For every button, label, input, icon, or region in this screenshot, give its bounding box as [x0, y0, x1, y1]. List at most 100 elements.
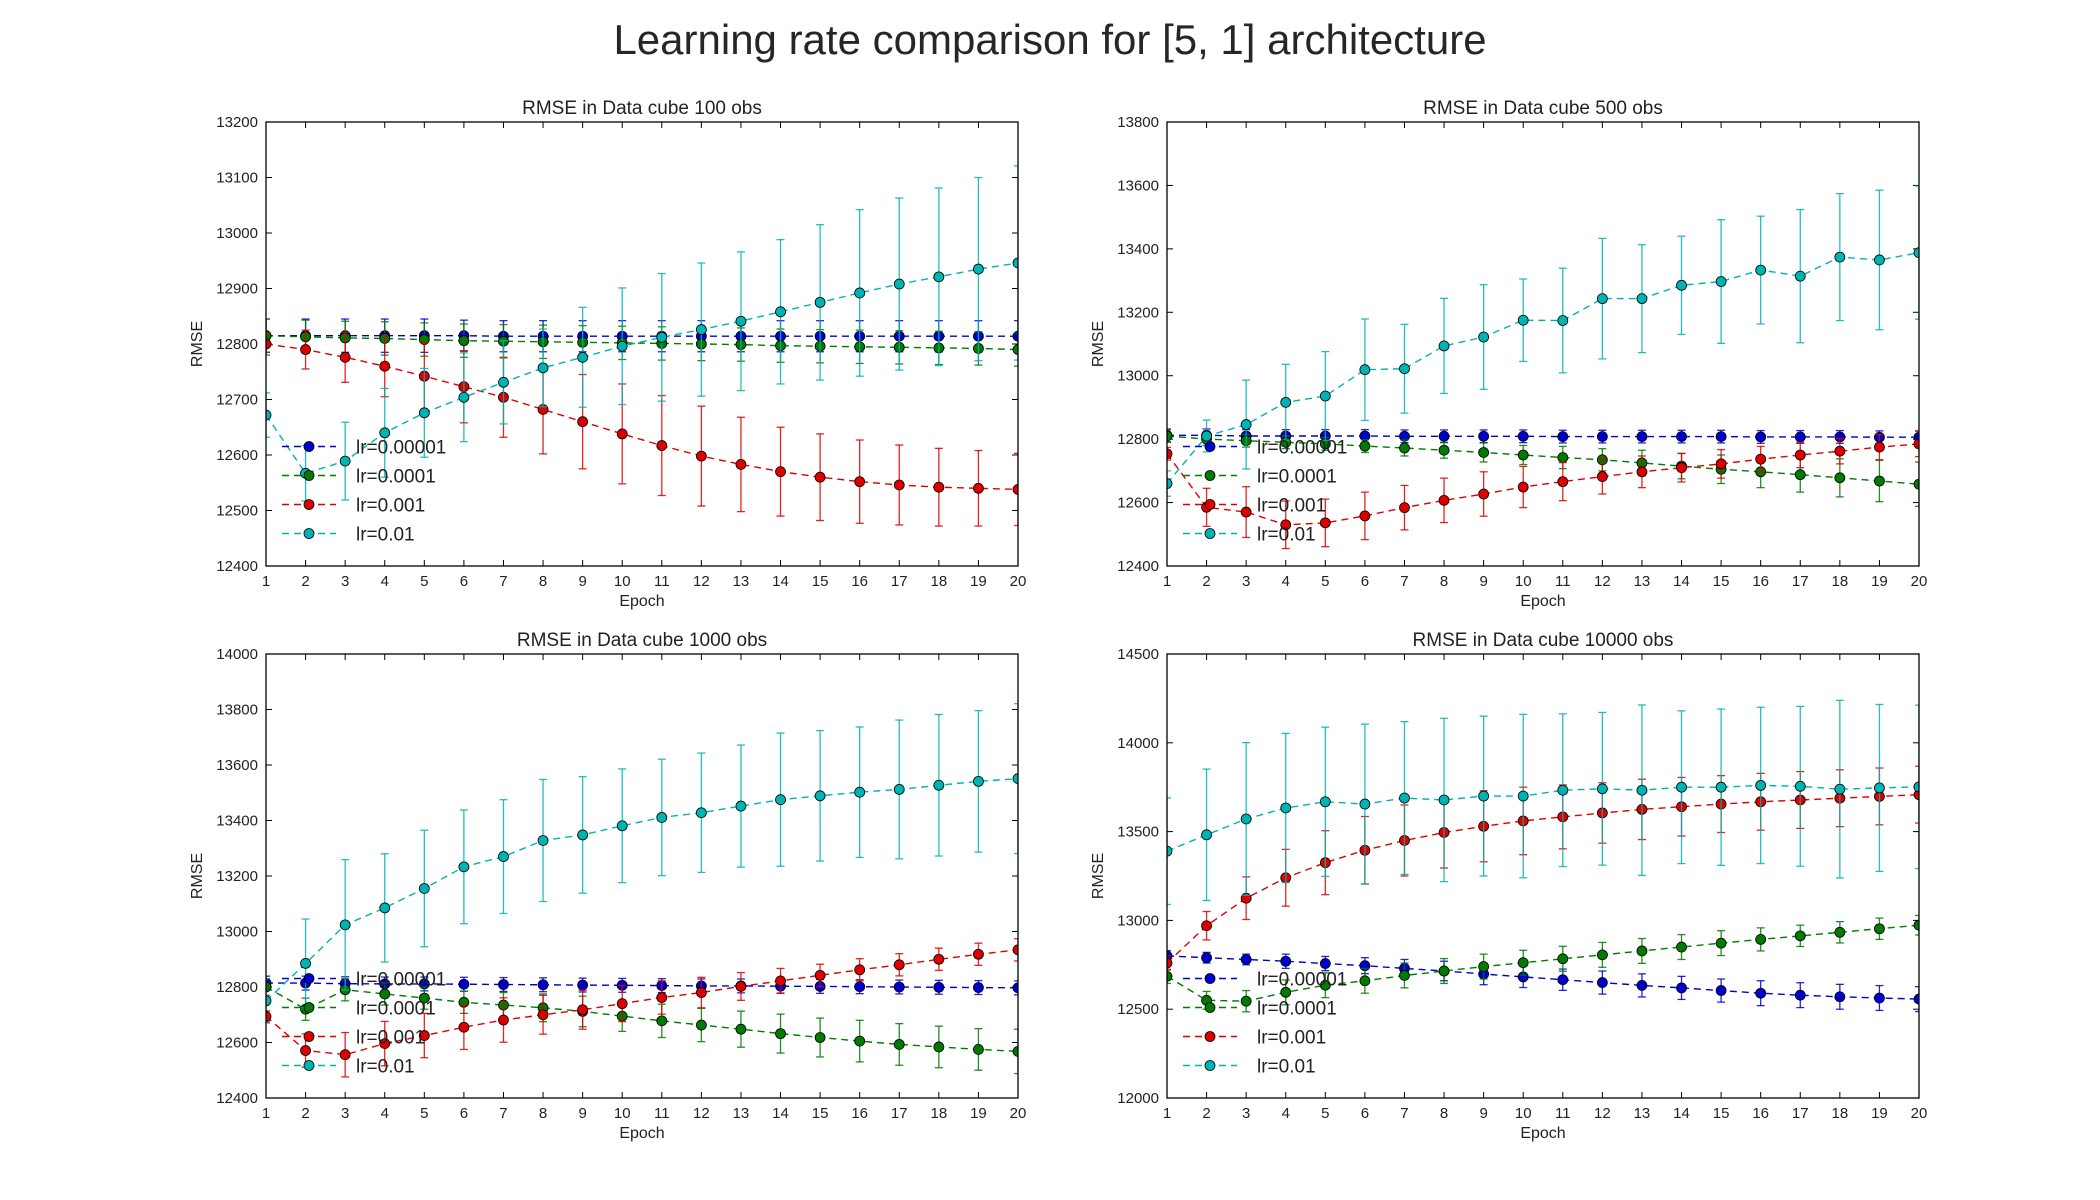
x-tick-label: 1 [1163, 573, 1171, 590]
data-point [695, 324, 707, 335]
data-point [1596, 977, 1608, 988]
data-point [1517, 790, 1529, 802]
data-point [339, 919, 351, 931]
data-point [1319, 958, 1331, 969]
data-point [1715, 276, 1727, 287]
data-point [418, 883, 430, 894]
x-tick-label: 2 [301, 1105, 309, 1122]
data-point [1478, 488, 1490, 500]
data-point [814, 790, 826, 802]
x-tick-label: 13 [733, 573, 750, 590]
data-point [1913, 919, 1919, 931]
x-tick-label: 18 [930, 573, 947, 590]
y-tick-label: 13000 [216, 225, 258, 242]
x-tick-label: 19 [970, 1105, 987, 1122]
x-axis-label: Epoch [1520, 593, 1565, 610]
y-tick-label: 12500 [1117, 1001, 1159, 1018]
x-tick-label: 9 [578, 573, 586, 590]
x-tick-label: 7 [499, 573, 507, 590]
data-point [1874, 923, 1885, 935]
x-tick-label: 19 [1871, 573, 1888, 590]
data-point [1359, 798, 1371, 810]
x-tick-label: 12 [693, 573, 710, 590]
data-point [1478, 790, 1490, 802]
data-point [933, 779, 945, 791]
data-point [695, 987, 707, 998]
x-tick-label: 16 [1752, 1105, 1769, 1122]
legend-label: lr=0.00001 [356, 970, 446, 991]
series-line [266, 262, 1018, 475]
x-tick-label: 5 [1321, 1105, 1329, 1122]
y-axis-label: RMSE [189, 853, 206, 899]
x-tick-label: 4 [1282, 1105, 1290, 1122]
data-point [498, 851, 509, 862]
data-point [1794, 469, 1806, 481]
data-point [775, 1028, 786, 1040]
legend-marker [1204, 973, 1216, 984]
data-point [1438, 340, 1450, 352]
chart-title: RMSE in Data cube 10000 obs [1413, 630, 1674, 651]
series-line [266, 343, 1018, 491]
series-line [1167, 955, 1919, 1000]
y-tick-label: 12900 [216, 281, 258, 298]
data-point [266, 1011, 272, 1022]
data-point [933, 271, 945, 283]
data-point [775, 794, 786, 806]
data-point [1517, 481, 1529, 493]
y-tick-label: 13400 [216, 813, 258, 830]
data-point [458, 1021, 470, 1033]
data-point [1834, 926, 1846, 938]
data-point [854, 476, 866, 488]
chart-title: RMSE in Data cube 100 obs [522, 98, 762, 119]
series-line [1167, 443, 1919, 526]
x-tick-label: 2 [1202, 1105, 1210, 1122]
x-axis-label: Epoch [1520, 1125, 1565, 1142]
y-axis-label: RMSE [189, 321, 206, 367]
data-point [1167, 478, 1173, 489]
data-point [973, 775, 984, 787]
data-point [300, 344, 311, 355]
x-tick-label: 20 [1911, 573, 1928, 590]
data-point [1834, 472, 1846, 484]
x-tick-label: 14 [772, 573, 789, 590]
data-point [656, 992, 668, 1003]
x-tick-label: 11 [654, 573, 670, 590]
data-point [616, 998, 628, 1010]
series-line [1167, 252, 1919, 484]
plot-frame [265, 653, 1019, 1099]
legend: lr=0.00001 lr=0.0001 lr=0.001 lr=0.01 [1183, 438, 1347, 546]
data-point [498, 1014, 509, 1026]
y-tick-label: 12400 [216, 1090, 258, 1107]
data-point [616, 820, 628, 832]
data-point [933, 481, 945, 493]
data-point [1596, 783, 1608, 795]
data-point [1913, 478, 1919, 490]
data-point [1359, 440, 1371, 452]
data-point [1874, 782, 1885, 794]
y-tick-label: 12600 [216, 1035, 258, 1052]
data-point [656, 812, 668, 823]
data-point [1557, 476, 1569, 488]
data-point [1167, 957, 1173, 969]
data-point [814, 1032, 826, 1043]
data-point [300, 958, 311, 969]
data-point [577, 979, 589, 991]
series-line [266, 335, 1018, 351]
y-axis-label: RMSE [1090, 321, 1107, 367]
data-point [933, 953, 945, 965]
legend-label: lr=0.001 [356, 1028, 425, 1049]
legend-marker [1204, 1060, 1216, 1071]
series-lr=0.001 [266, 938, 1018, 1078]
y-tick-label: 12800 [216, 979, 258, 996]
data-point [1557, 452, 1569, 463]
data-point [1874, 475, 1885, 487]
data-point [1676, 941, 1687, 953]
data-point [1280, 396, 1292, 408]
legend: lr=0.00001 lr=0.0001 lr=0.001 lr=0.01 [282, 438, 446, 546]
data-point [1280, 986, 1292, 998]
data-point [735, 800, 747, 812]
data-point [1201, 952, 1212, 964]
data-point [577, 829, 589, 841]
